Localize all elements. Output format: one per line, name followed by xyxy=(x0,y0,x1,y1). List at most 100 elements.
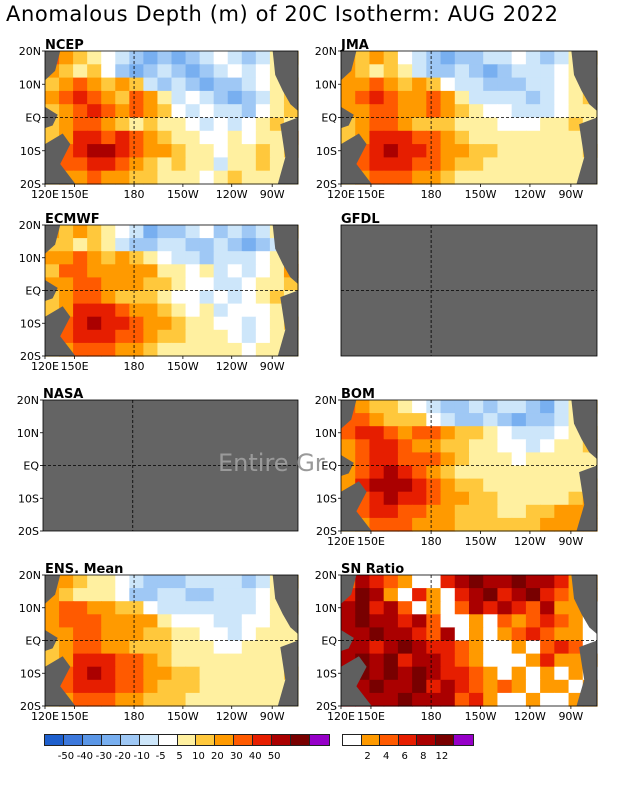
heatmap-cell xyxy=(241,170,257,185)
land-mass xyxy=(45,575,61,604)
heatmap-cell xyxy=(143,692,159,707)
colorbar-swatch xyxy=(157,734,179,746)
heatmap-cell xyxy=(369,601,385,615)
heatmap-cell xyxy=(171,692,187,707)
heatmap-cell xyxy=(454,588,470,602)
heatmap-cell xyxy=(511,640,527,655)
heatmap-cell xyxy=(87,130,102,145)
heatmap-cell xyxy=(59,575,74,589)
colorbar-label: 12 xyxy=(435,751,449,762)
heatmap-cell xyxy=(73,614,88,628)
colorbar-swatch xyxy=(416,734,437,746)
heatmap-cell xyxy=(497,666,513,681)
heatmap-cell xyxy=(540,465,555,480)
heatmap-cell xyxy=(101,144,116,158)
land-mass xyxy=(341,481,372,531)
heatmap-cell xyxy=(171,90,187,105)
heatmap-cell xyxy=(227,117,243,132)
heatmap-cell xyxy=(115,614,130,628)
heatmap-cell xyxy=(227,130,243,145)
heatmap-cell xyxy=(255,238,271,252)
x-tick-label: 150E xyxy=(357,188,385,201)
heatmap-cell xyxy=(426,614,442,628)
y-tick-label: 10S xyxy=(18,492,39,505)
heatmap-cell xyxy=(129,225,144,239)
heatmap-cell xyxy=(440,400,456,414)
heatmap-cell xyxy=(199,679,215,694)
heatmap-cell xyxy=(568,478,584,493)
heatmap-cell xyxy=(454,517,470,532)
heatmap-cell xyxy=(185,303,201,318)
heatmap-cell xyxy=(199,251,215,265)
colorbar-sn-ratio: 2 4 6 8 12 xyxy=(342,734,474,765)
heatmap-cell xyxy=(369,504,385,519)
heatmap-cell xyxy=(143,170,159,185)
heatmap-cell xyxy=(511,452,527,467)
heatmap-cell xyxy=(241,692,257,707)
heatmap-cell xyxy=(397,130,413,145)
heatmap-cell xyxy=(87,170,102,185)
heatmap-cell xyxy=(483,478,499,493)
heatmap-cell xyxy=(497,117,513,132)
colorbar-label: -40 xyxy=(76,751,94,762)
x-tick-label: 150W xyxy=(465,535,497,548)
heatmap-cell xyxy=(469,588,484,602)
heatmap-cell xyxy=(440,51,456,65)
heatmap-cell xyxy=(511,679,527,694)
land-mass xyxy=(571,400,597,459)
heatmap-cell xyxy=(185,117,201,132)
heatmap-cell xyxy=(454,157,470,172)
colorbar-swatch xyxy=(138,734,160,746)
heatmap-cell xyxy=(227,342,243,357)
heatmap-cell xyxy=(129,614,144,628)
heatmap-cell xyxy=(213,329,229,344)
heatmap-cell xyxy=(511,517,527,532)
heatmap-cell xyxy=(540,400,555,414)
heatmap-cell xyxy=(525,51,541,65)
heatmap-cell xyxy=(454,491,470,506)
heatmap-cell xyxy=(554,588,570,602)
heatmap-cell xyxy=(369,77,385,92)
heatmap-cell xyxy=(255,77,271,92)
y-tick-label: 20S xyxy=(18,525,39,538)
heatmap-cell xyxy=(101,64,116,79)
heatmap-cell xyxy=(383,400,399,414)
heatmap-cell xyxy=(469,413,484,427)
heatmap-cell xyxy=(383,117,399,132)
heatmap-cell xyxy=(412,666,427,681)
heatmap-cell xyxy=(497,614,513,628)
heatmap-cell xyxy=(369,439,385,453)
x-tick-label: 150E xyxy=(357,710,385,723)
heatmap-cell xyxy=(255,64,271,79)
heatmap-cell xyxy=(511,692,527,707)
heatmap-cell xyxy=(73,575,88,589)
heatmap-cell xyxy=(101,614,116,628)
heatmap-cell xyxy=(397,478,413,493)
heatmap-cell xyxy=(483,627,499,642)
x-tick-label: 150W xyxy=(167,188,199,201)
y-tick-label: 10S xyxy=(316,145,337,158)
heatmap-cell xyxy=(269,329,285,344)
heatmap-cell xyxy=(171,277,187,292)
land-mass xyxy=(45,225,61,254)
y-tick-label: 20S xyxy=(20,178,41,191)
heatmap-cell xyxy=(115,588,130,602)
heatmap-cell xyxy=(511,77,527,92)
y-tick-label: 20S xyxy=(20,700,41,713)
x-tick-label: 150W xyxy=(167,360,199,373)
land-mass xyxy=(341,575,357,604)
y-tick-label: 10S xyxy=(20,667,41,680)
heatmap-cell xyxy=(213,117,229,132)
heatmap-cell xyxy=(469,465,484,480)
heatmap-cell xyxy=(241,104,257,119)
heatmap-cell xyxy=(101,157,116,172)
heatmap-cell xyxy=(469,517,484,532)
heatmap-cell xyxy=(426,666,442,681)
heatmap-cell xyxy=(554,465,570,480)
heatmap-cell xyxy=(426,104,442,119)
heatmap-cell xyxy=(554,64,570,79)
heatmap-cell xyxy=(157,692,173,707)
heatmap-cell xyxy=(525,104,541,119)
heatmap-cell xyxy=(129,627,144,642)
heatmap-cell xyxy=(171,130,187,145)
